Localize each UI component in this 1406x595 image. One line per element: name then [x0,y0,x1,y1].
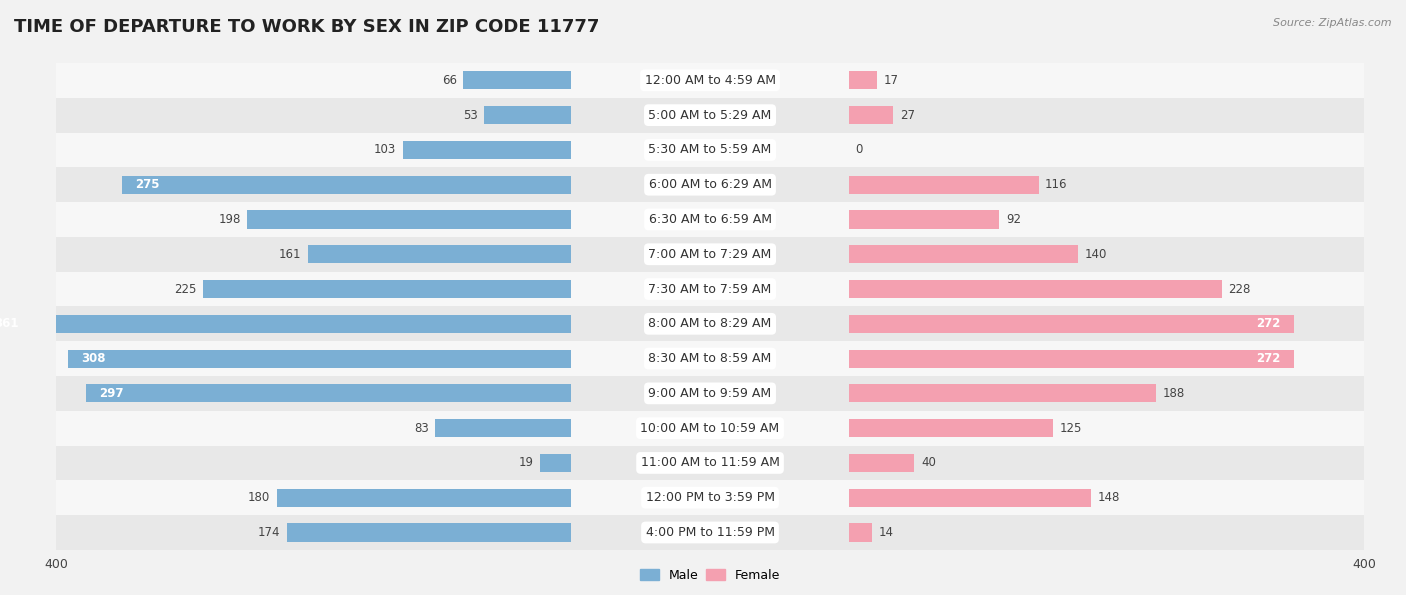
Bar [849,245,1078,264]
Text: Source: ZipAtlas.com: Source: ZipAtlas.com [1274,18,1392,28]
Text: 272: 272 [1256,352,1281,365]
Text: 53: 53 [463,109,478,121]
Text: 7:30 AM to 7:59 AM: 7:30 AM to 7:59 AM [648,283,772,296]
Bar [56,515,1364,550]
Bar [56,306,1364,341]
Bar [277,488,571,507]
Text: 8:30 AM to 8:59 AM: 8:30 AM to 8:59 AM [648,352,772,365]
Bar [849,315,1294,333]
Text: 275: 275 [135,178,159,191]
Text: 225: 225 [174,283,197,296]
Text: 228: 228 [1229,283,1250,296]
Text: 6:30 AM to 6:59 AM: 6:30 AM to 6:59 AM [648,213,772,226]
Text: 125: 125 [1060,422,1083,435]
Text: 4:00 PM to 11:59 PM: 4:00 PM to 11:59 PM [645,526,775,539]
Bar [436,419,571,437]
Bar [308,245,571,264]
Text: 198: 198 [218,213,240,226]
Text: 40: 40 [921,456,936,469]
Bar [67,349,571,368]
Bar [56,63,1364,98]
Text: TIME OF DEPARTURE TO WORK BY SEX IN ZIP CODE 11777: TIME OF DEPARTURE TO WORK BY SEX IN ZIP … [14,18,599,36]
Text: 180: 180 [247,491,270,504]
Text: 6:00 AM to 6:29 AM: 6:00 AM to 6:29 AM [648,178,772,191]
Bar [463,71,571,89]
Bar [56,98,1364,133]
Text: 7:00 AM to 7:29 AM: 7:00 AM to 7:29 AM [648,248,772,261]
Text: 188: 188 [1163,387,1185,400]
Text: 66: 66 [441,74,457,87]
Text: 27: 27 [900,109,915,121]
Bar [56,237,1364,272]
Text: 12:00 PM to 3:59 PM: 12:00 PM to 3:59 PM [645,491,775,504]
Bar [56,272,1364,306]
Bar [849,71,877,89]
Text: 9:00 AM to 9:59 AM: 9:00 AM to 9:59 AM [648,387,772,400]
Bar [849,524,872,541]
Text: 92: 92 [1005,213,1021,226]
Bar [849,349,1294,368]
Bar [849,211,1000,228]
Text: 103: 103 [374,143,396,156]
Text: 8:00 AM to 8:29 AM: 8:00 AM to 8:29 AM [648,317,772,330]
Bar [0,315,571,333]
Text: 161: 161 [278,248,301,261]
Text: 308: 308 [80,352,105,365]
Text: 361: 361 [0,317,18,330]
Bar [56,341,1364,376]
Bar [849,454,914,472]
Text: 5:00 AM to 5:29 AM: 5:00 AM to 5:29 AM [648,109,772,121]
Text: 5:30 AM to 5:59 AM: 5:30 AM to 5:59 AM [648,143,772,156]
Text: 148: 148 [1098,491,1119,504]
Text: 14: 14 [879,526,893,539]
Text: 140: 140 [1084,248,1107,261]
Bar [204,280,571,298]
Text: 19: 19 [519,456,533,469]
Bar [849,106,893,124]
Bar [849,176,1039,194]
Text: 12:00 AM to 4:59 AM: 12:00 AM to 4:59 AM [644,74,776,87]
Bar [849,280,1222,298]
Bar [56,446,1364,480]
Bar [122,176,571,194]
Bar [402,141,571,159]
Bar [287,524,571,541]
Text: 0: 0 [855,143,863,156]
Bar [86,384,571,402]
Bar [56,202,1364,237]
Bar [56,133,1364,167]
Text: 116: 116 [1045,178,1067,191]
Bar [849,384,1156,402]
Bar [56,376,1364,411]
Text: 17: 17 [883,74,898,87]
Text: 272: 272 [1256,317,1281,330]
Text: 11:00 AM to 11:59 AM: 11:00 AM to 11:59 AM [641,456,779,469]
Legend: Male, Female: Male, Female [636,563,785,587]
Bar [849,419,1053,437]
Bar [485,106,571,124]
Bar [56,167,1364,202]
Text: 297: 297 [98,387,124,400]
Text: 83: 83 [415,422,429,435]
Bar [540,454,571,472]
Bar [849,488,1091,507]
Bar [56,480,1364,515]
Bar [56,411,1364,446]
Text: 10:00 AM to 10:59 AM: 10:00 AM to 10:59 AM [641,422,779,435]
Bar [247,211,571,228]
Text: 174: 174 [257,526,280,539]
